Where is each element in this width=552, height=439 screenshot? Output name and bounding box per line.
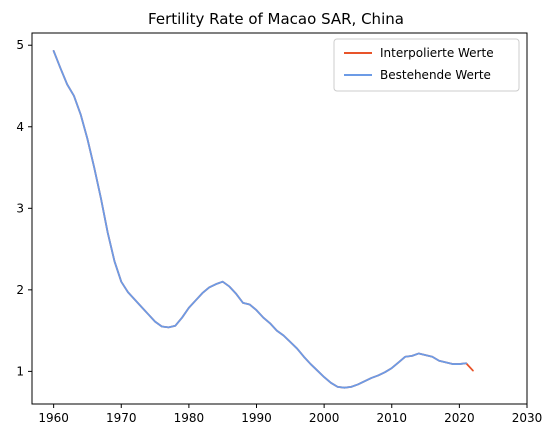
x-tick-label: 2030 [512, 411, 543, 425]
x-tick-label: 1960 [38, 411, 69, 425]
series-layer [52, 50, 474, 389]
legend-box [333, 38, 520, 92]
x-tick-label: 2010 [376, 411, 407, 425]
plot-frame [31, 32, 528, 405]
series-line-2 [52, 50, 468, 389]
y-tick-label: 1 [16, 364, 24, 378]
chart-title: Fertility Rate of Macao SAR, China [148, 10, 404, 28]
y-tick-label: 3 [16, 201, 24, 215]
x-tick-label: 1990 [241, 411, 272, 425]
legend-label-2: Bestehende Werte [380, 68, 491, 82]
y-tick-label: 2 [16, 283, 24, 297]
y-tick-label: 4 [16, 120, 24, 134]
x-tick-label: 1970 [106, 411, 137, 425]
y-tick-label: 5 [16, 38, 24, 52]
axes-layer: 1960 1970 1980 1990 2000 2010 2020 2030 1 2 3 4 5 [16, 32, 543, 425]
legend: Interpolierte Werte Bestehende Werte [333, 38, 520, 92]
legend-label-1: Interpolierte Werte [380, 46, 494, 60]
x-tick-label: 2020 [444, 411, 475, 425]
x-tick-label: 2000 [309, 411, 340, 425]
x-tick-label: 1980 [174, 411, 205, 425]
